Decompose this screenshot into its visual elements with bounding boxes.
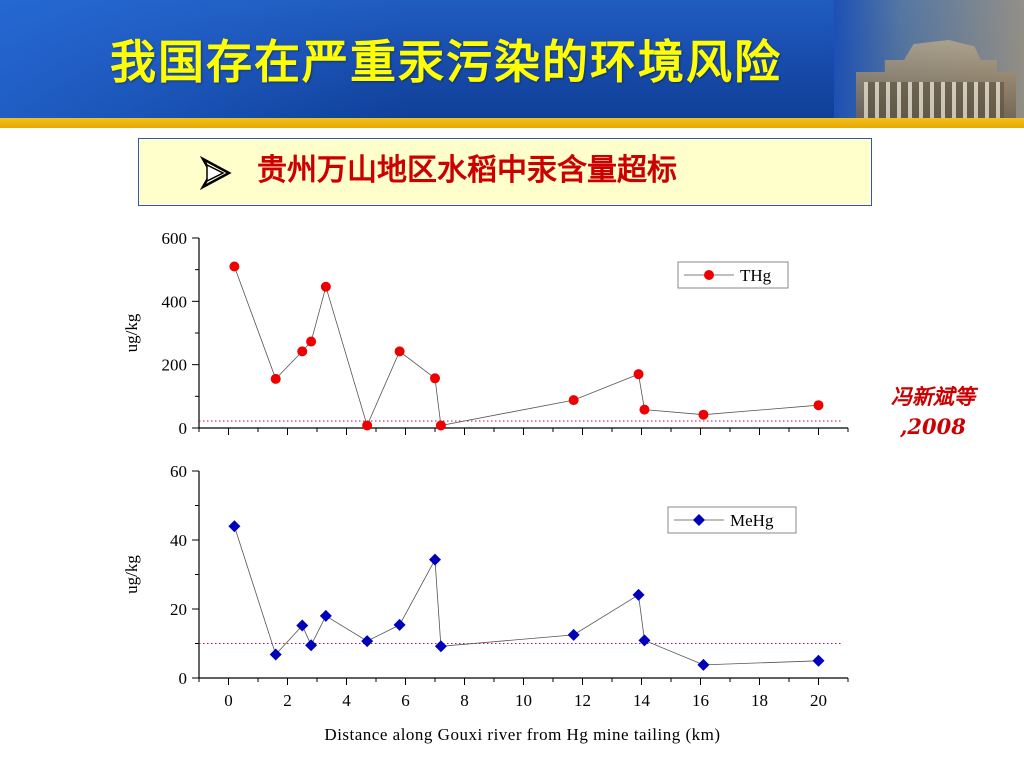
data-point-thg — [639, 404, 650, 415]
data-point-thg — [430, 373, 440, 384]
data-point-mehg — [296, 619, 309, 632]
legend-marker — [704, 270, 714, 280]
y-tick-label: 0 — [179, 419, 188, 438]
header-campus-photo — [834, 0, 1024, 120]
data-point-mehg — [429, 553, 441, 566]
subtitle-box: 贵州万山地区水稻中汞含量超标 — [138, 138, 872, 206]
x-tick-label: 2 — [283, 691, 292, 710]
legend-mehg: MeHg — [667, 506, 797, 534]
x-tick-label: 10 — [515, 691, 532, 710]
x-tick-label: 20 — [810, 691, 827, 710]
legend-label: THg — [740, 266, 772, 285]
slide-header: 我国存在严重汞污染的环境风险 — [0, 0, 1024, 120]
y-tick-label: 40 — [170, 531, 187, 550]
y-axis-label: ug/kg — [122, 313, 141, 352]
legend-thg: THg — [677, 261, 789, 289]
x-tick-label: 16 — [692, 691, 709, 710]
y-tick-label: 400 — [162, 292, 188, 311]
y-tick-label: 20 — [170, 600, 187, 619]
data-point-mehg — [632, 588, 645, 601]
x-tick-label: 6 — [401, 691, 410, 710]
citation-author: 冯新斌等 — [891, 384, 975, 409]
arrow-bullet-icon — [199, 155, 232, 191]
data-point-mehg — [812, 654, 825, 667]
x-tick-label: 14 — [633, 691, 651, 710]
subtitle-text: 贵州万山地区水稻中汞含量超标 — [257, 153, 677, 188]
data-point-thg — [306, 336, 317, 347]
data-point-mehg — [319, 609, 332, 622]
data-point-thg — [270, 373, 281, 384]
legend-label: MeHg — [730, 511, 774, 530]
data-point-thg — [568, 395, 579, 406]
y-tick-label: 60 — [170, 462, 187, 481]
x-tick-label: 18 — [751, 691, 768, 710]
x-axis-label: Distance along Gouxi river from Hg mine … — [324, 725, 720, 744]
data-point-mehg — [434, 640, 447, 653]
data-point-mehg — [393, 618, 406, 631]
data-point-thg — [698, 409, 709, 420]
data-point-mehg — [361, 635, 374, 648]
data-point-mehg — [697, 658, 710, 671]
legend-marker — [693, 514, 705, 526]
building-columns — [864, 82, 1004, 120]
series-line-mehg — [234, 526, 819, 666]
x-tick-label: 0 — [224, 691, 233, 710]
data-point-thg — [394, 346, 405, 357]
data-point-mehg — [269, 648, 282, 661]
data-point-thg — [362, 420, 373, 431]
data-point-mehg — [228, 520, 241, 533]
x-tick-label: 4 — [342, 691, 351, 710]
x-tick-label: 8 — [460, 691, 469, 710]
data-point-mehg — [305, 639, 318, 652]
x-tick-label: 12 — [574, 691, 591, 710]
citation: 冯新斌等 ,2008 — [868, 382, 998, 442]
y-tick-label: 600 — [162, 229, 188, 248]
data-point-thg — [813, 400, 824, 411]
series-line-thg — [234, 266, 819, 427]
data-point-thg — [435, 420, 446, 431]
header-divider — [0, 118, 1024, 128]
data-point-thg — [229, 261, 240, 272]
data-point-thg — [633, 369, 644, 380]
data-point-thg — [320, 281, 331, 292]
y-tick-label: 0 — [179, 669, 188, 688]
data-point-mehg — [567, 628, 580, 641]
citation-year: ,2008 — [900, 414, 966, 439]
y-tick-label: 200 — [162, 356, 188, 375]
slide-title: 我国存在严重汞污染的环境风险 — [110, 35, 782, 89]
data-point-mehg — [638, 634, 651, 647]
data-point-thg — [297, 346, 308, 357]
y-axis-label: ug/kg — [122, 555, 141, 594]
